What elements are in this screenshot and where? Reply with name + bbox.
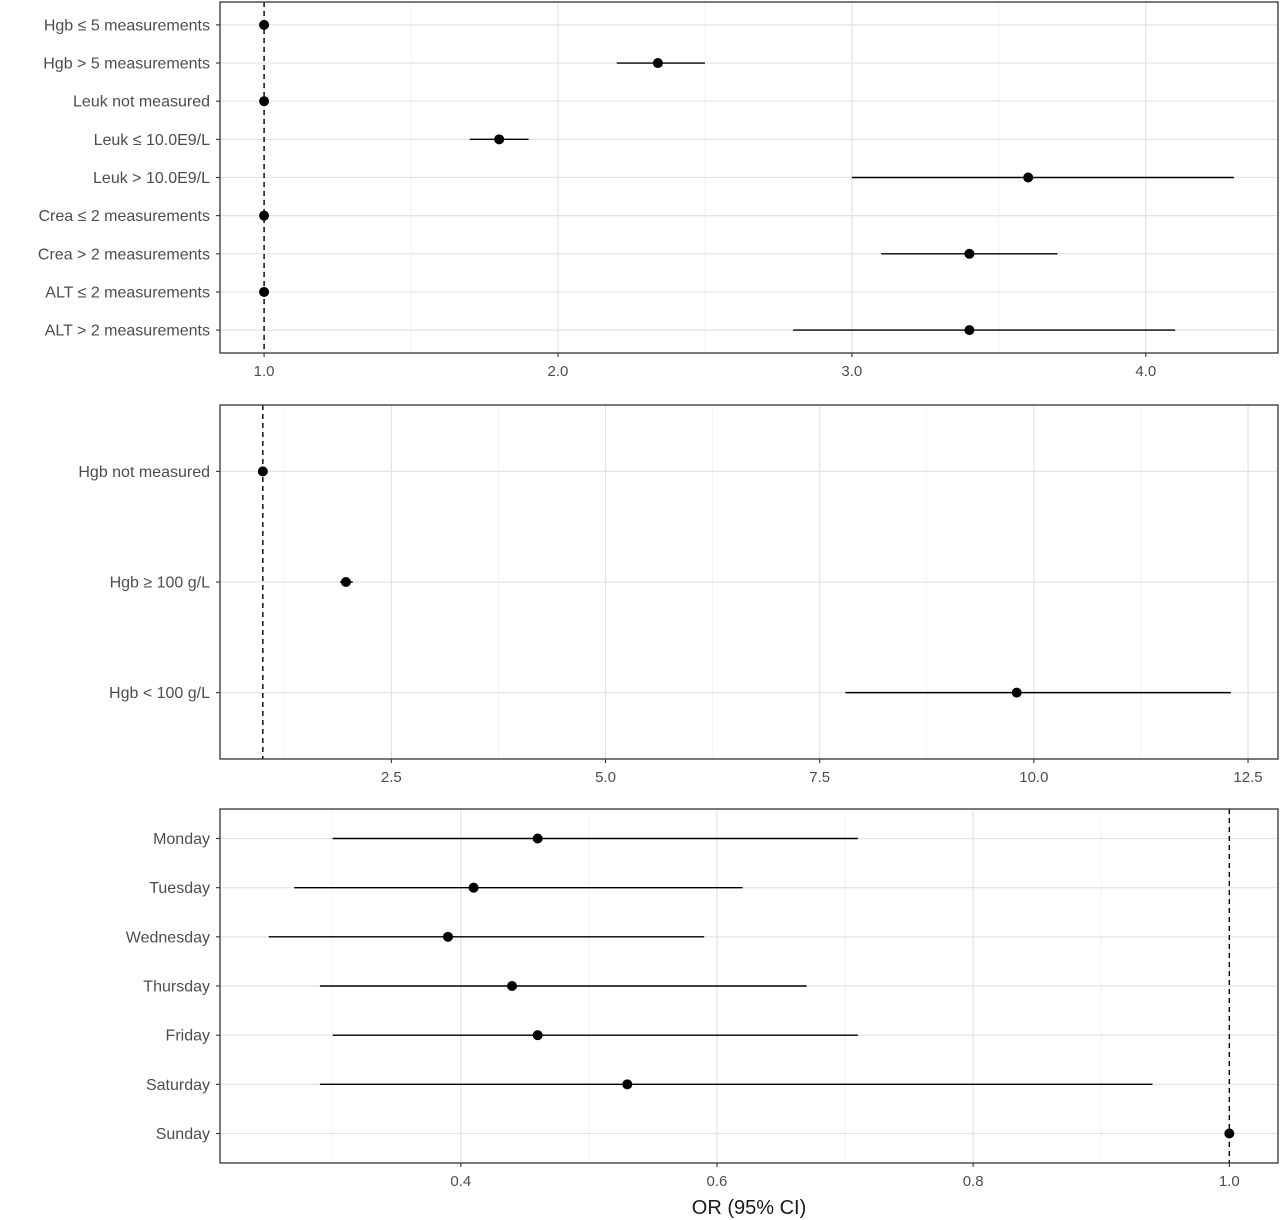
x-tick-label: 1.0 (1219, 1173, 1240, 1190)
estimate-point (1011, 687, 1022, 698)
x-tick-label: 2.0 (548, 363, 569, 380)
x-tick-label: 3.0 (841, 363, 862, 380)
estimate-point (532, 833, 543, 844)
estimate-point (340, 577, 351, 587)
estimate-point (442, 931, 453, 942)
y-tick-label: ALT > 2 measurements (45, 323, 210, 340)
y-tick-label: Thursday (143, 979, 210, 996)
y-tick-label: Leuk not measured (73, 94, 210, 111)
estimate-point (494, 134, 505, 145)
x-axis-title: OR (95% CI) (692, 1197, 806, 1219)
x-tick-label: 10.0 (1019, 769, 1048, 786)
estimate-point (259, 286, 270, 297)
y-tick-label: Hgb > 5 measurements (43, 56, 210, 73)
y-tick-label: Hgb not measured (78, 464, 210, 481)
estimate-point (468, 882, 479, 893)
x-tick-label: 5.0 (595, 769, 616, 786)
estimate-point (622, 1079, 633, 1090)
y-tick-label: Friday (166, 1028, 210, 1045)
panel-border (219, 808, 1279, 1164)
x-tick-label: 0.6 (707, 1173, 728, 1190)
y-tick-label: Sunday (156, 1126, 210, 1143)
estimate-point (259, 19, 270, 30)
y-tick-label: Hgb < 100 g/L (109, 685, 210, 702)
panel-2: Hgb not measured Hgb ≥ 100 g/L Hgb < 100 g… (78, 404, 1279, 786)
estimate-point (1023, 172, 1034, 183)
y-tick-label: Leuk ≤ 10.0E9/L (94, 132, 211, 149)
estimate-point (259, 96, 270, 107)
panel-1: Hgb ≤ 5 measurements Hgb > 5 measurements… (38, 1, 1279, 380)
y-tick-label: Crea > 2 measurements (38, 246, 210, 263)
estimate-point (259, 210, 270, 221)
panel-3: Monday Tuesday Wednesday Thursday Friday Satu… (126, 808, 1279, 1190)
y-tick-label: Leuk > 10.0E9/L (93, 170, 210, 187)
panel-border (219, 1, 1279, 354)
estimate-point (257, 466, 268, 477)
y-tick-label: Monday (153, 831, 210, 848)
y-tick-label: Tuesday (149, 880, 210, 897)
x-tick-label: 4.0 (1135, 363, 1156, 380)
panel-border (219, 404, 1279, 760)
y-tick-label: Saturday (146, 1077, 210, 1094)
x-tick-label: 12.5 (1233, 769, 1262, 786)
y-tick-label: Wednesday (126, 929, 210, 946)
estimate-point (964, 248, 975, 259)
estimate-point (507, 981, 518, 991)
y-tick-label: Crea ≤ 2 measurements (38, 208, 210, 225)
x-tick-label: 7.5 (809, 769, 830, 786)
estimate-point (964, 325, 975, 336)
estimate-point (532, 1030, 543, 1041)
x-tick-label: 0.8 (963, 1173, 984, 1190)
x-tick-label: 1.0 (254, 363, 275, 380)
y-tick-label: Hgb ≥ 100 g/L (110, 575, 211, 592)
estimate-point (1224, 1128, 1235, 1139)
estimate-point (652, 58, 663, 69)
x-tick-label: 2.5 (381, 769, 402, 786)
x-tick-label: 0.4 (450, 1173, 471, 1190)
y-tick-label: ALT ≤ 2 measurements (45, 284, 210, 301)
y-tick-label: Hgb ≤ 5 measurements (44, 17, 210, 34)
